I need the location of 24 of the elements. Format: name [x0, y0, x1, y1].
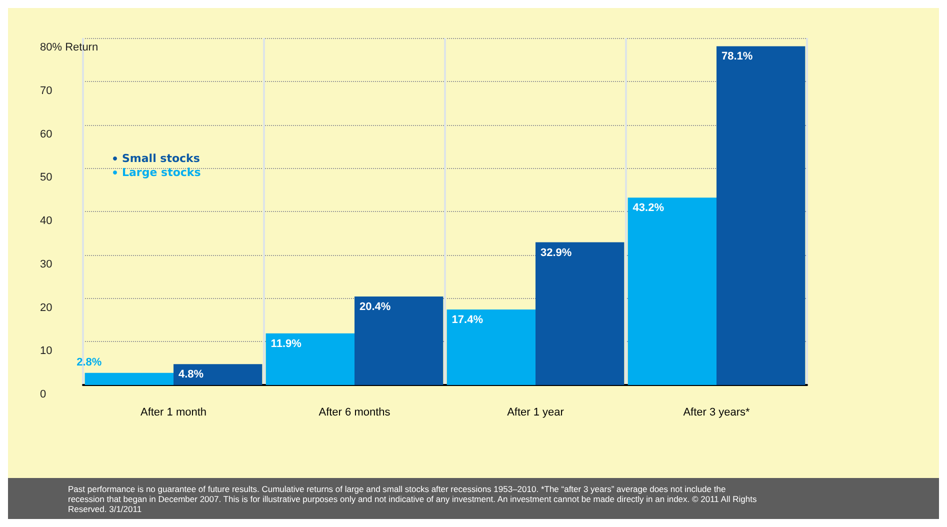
data-label: 20.4% [360, 301, 391, 314]
y-tick-label: 10 [40, 345, 52, 358]
y-tick-label: 60 [40, 128, 52, 140]
data-label: 43.2% [632, 202, 664, 214]
text: Past performance is no guarantee of future results. Cumulative returns of large and small stocks after recessions 1953–2010. *The “after 3 years” average does not include the recession that began in December 2007. This is for illustrative purposes only and not indicative of any investment. An investment cannot be made directly in an index. © 2011 All Rights Reserved. 3/1/2011 [68, 484, 758, 514]
legend-label: Large stocks [122, 166, 202, 179]
x-tick-label: After 1 year [507, 406, 564, 418]
y-tick-label: 0 [40, 388, 46, 400]
data-label: 4.8% [178, 368, 204, 381]
data-label: 32.9% [540, 246, 572, 259]
y-tick-label: 40 [40, 215, 52, 227]
x-tick-label: After 3 years* [683, 406, 751, 418]
data-label: 78.1% [722, 50, 753, 63]
x-tick-label: After 1 month [140, 406, 207, 418]
data-label: 2.8% [76, 356, 102, 368]
y-tick-label: 50 [40, 172, 52, 184]
data-label: 17.4% [452, 314, 484, 326]
y-tick-label: 80% Return [40, 42, 98, 54]
legend-label: Small stocks [122, 152, 200, 165]
y-tick-label: 20 [40, 302, 52, 314]
y-tick-label: 70 [40, 84, 52, 97]
data-label: 11.9% [270, 338, 302, 350]
y-tick-label: 30 [40, 258, 52, 270]
x-tick-label: After 6 months [318, 406, 391, 418]
